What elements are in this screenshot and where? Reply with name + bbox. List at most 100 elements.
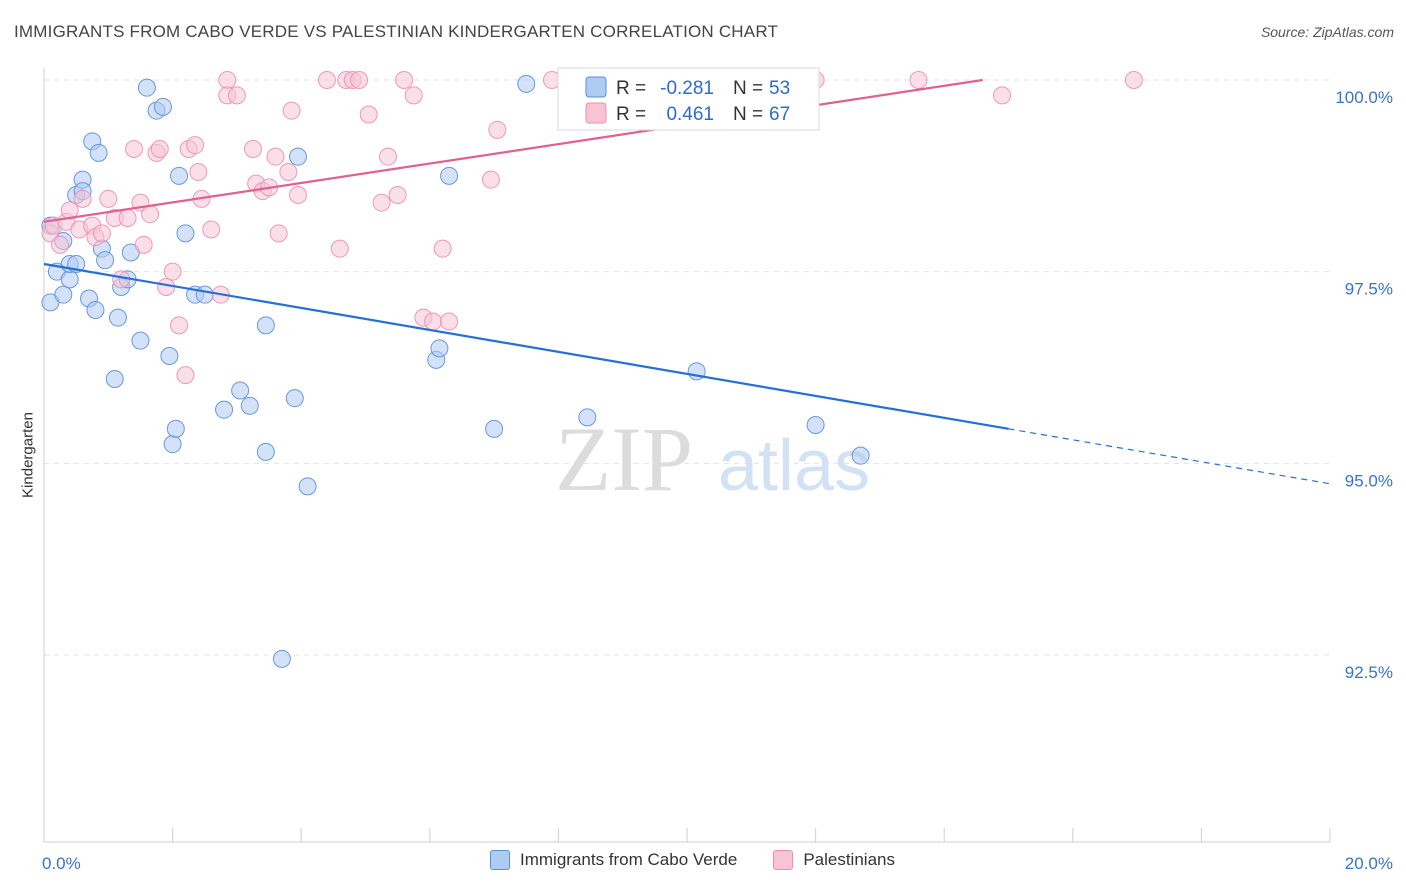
cabo-verde-point xyxy=(108,308,127,327)
cabo-verde-point xyxy=(215,400,234,419)
stats-swatch xyxy=(585,76,607,98)
y-tick-label: 97.5% xyxy=(1345,280,1393,299)
palestinians-point xyxy=(51,235,70,254)
legend-item-palestinians[interactable]: Palestinians xyxy=(773,850,895,870)
legend-swatch-cabo-verde xyxy=(490,850,510,870)
watermark: ZIP atlas xyxy=(555,408,870,510)
legend-item-cabo-verde[interactable]: Immigrants from Cabo Verde xyxy=(490,850,737,870)
palestinians-point xyxy=(359,105,378,124)
palestinians-point xyxy=(993,86,1012,105)
palestinians-point xyxy=(266,147,285,166)
palestinians-point xyxy=(227,86,246,105)
cabo-verde-point xyxy=(131,331,150,350)
stats-box: R = -0.281 N = 53 R = 0.461 N = 67 xyxy=(557,67,820,131)
palestinians-point xyxy=(118,209,137,227)
palestinians-point xyxy=(288,186,307,204)
palestinians-point xyxy=(163,262,182,281)
cabo-verde-point xyxy=(89,143,108,162)
cabo-verde-point xyxy=(256,316,275,335)
cabo-verde-trend-extension xyxy=(1008,428,1331,485)
cabo-verde-point xyxy=(240,396,259,415)
cabo-verde-point xyxy=(137,78,156,97)
stats-r-label: R = xyxy=(616,78,646,99)
cabo-verde-point xyxy=(96,251,115,270)
trend-lines xyxy=(43,78,1331,485)
palestinians-point xyxy=(141,205,160,224)
palestinians-point xyxy=(395,71,414,89)
palestinians-point xyxy=(282,101,301,120)
cabo-verde-point xyxy=(170,166,189,185)
cabo-verde-point xyxy=(806,416,825,434)
palestinians-point xyxy=(330,239,349,258)
palestinians-point xyxy=(243,140,262,158)
cabo-verde-point xyxy=(231,381,250,400)
palestinians-point xyxy=(112,270,131,289)
palestinians-point xyxy=(73,189,92,208)
palestinians-point xyxy=(317,71,336,89)
palestinians-point xyxy=(481,170,500,189)
stats-n-value: 53 xyxy=(769,78,790,99)
cabo-verde-point xyxy=(86,301,105,319)
palestinians-point xyxy=(279,163,298,181)
stats-swatch xyxy=(585,102,607,124)
palestinians-point xyxy=(424,312,443,331)
data-points xyxy=(41,71,1143,668)
palestinians-point xyxy=(909,71,928,89)
cabo-verde-point xyxy=(851,446,870,465)
palestinians-point xyxy=(440,312,459,331)
cabo-verde-point xyxy=(578,408,597,427)
stats-n-label: N = xyxy=(733,104,763,125)
cabo-verde-point xyxy=(160,347,179,365)
palestinians-point xyxy=(189,163,208,181)
cabo-verde-point xyxy=(176,224,195,243)
legend-swatch-palestinians xyxy=(773,850,794,870)
palestinians-point xyxy=(1124,71,1143,89)
palestinians-point xyxy=(176,366,195,385)
legend-label-cabo-verde: Immigrants from Cabo Verde xyxy=(520,850,738,869)
cabo-verde-point xyxy=(153,97,172,116)
palestinians-point xyxy=(488,120,507,139)
cabo-verde-point xyxy=(298,477,317,496)
cabo-verde-point xyxy=(195,285,214,304)
cabo-verde-point xyxy=(105,370,124,388)
grid-lines xyxy=(44,79,1330,656)
palestinians-point xyxy=(125,140,144,158)
y-tick-labels: 92.5% 95.0% 97.5% 100.0% xyxy=(1335,88,1393,682)
x-tick-label-min: 0.0% xyxy=(42,854,81,873)
stats-n-value: 67 xyxy=(769,104,790,125)
cabo-verde-point xyxy=(166,419,185,438)
legend-label-palestinians: Palestinians xyxy=(803,850,895,869)
x-tick-label-max: 20.0% xyxy=(1345,854,1393,873)
palestinians-point xyxy=(99,189,118,208)
palestinians-point xyxy=(404,86,423,105)
palestinians-point xyxy=(134,235,153,254)
cabo-verde-point xyxy=(440,166,459,185)
stats-r-value: 0.461 xyxy=(666,104,714,125)
palestinians-point xyxy=(350,71,369,89)
palestinians-point xyxy=(202,220,221,239)
y-tick-label: 92.5% xyxy=(1345,663,1393,682)
cabo-verde-point xyxy=(256,442,275,461)
cabo-verde-point xyxy=(163,435,182,454)
axes xyxy=(43,68,1331,843)
y-tick-label: 100.0% xyxy=(1335,88,1393,107)
watermark-zip: ZIP xyxy=(555,408,693,510)
stats-r-value: -0.281 xyxy=(660,78,714,99)
stats-r-label: R = xyxy=(616,104,646,125)
palestinians-trend-line xyxy=(43,78,983,223)
palestinians-point xyxy=(433,239,452,258)
cabo-verde-point xyxy=(60,270,79,289)
palestinians-point xyxy=(388,186,407,204)
x-tick-labels: 0.0% 20.0% xyxy=(42,854,1393,873)
cabo-verde-trend-line xyxy=(43,262,1009,430)
cabo-verde-point xyxy=(430,339,449,358)
stats-n-label: N = xyxy=(733,78,763,99)
cabo-verde-point xyxy=(54,285,73,304)
cabo-verde-point xyxy=(288,147,307,166)
palestinians-point xyxy=(218,71,237,89)
palestinians-point xyxy=(379,147,398,166)
palestinians-point xyxy=(372,193,391,212)
palestinians-point xyxy=(269,224,288,243)
y-tick-label: 95.0% xyxy=(1345,471,1393,490)
